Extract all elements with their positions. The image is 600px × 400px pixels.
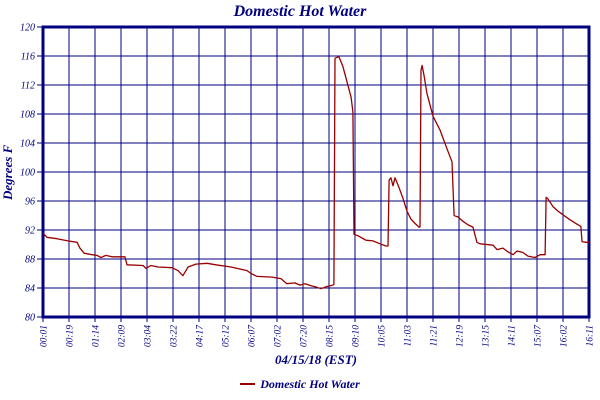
x-axis-title: 04/15/18 (EST) [275,352,357,367]
y-tick-label: 108 [20,110,35,121]
y-tick-label: 112 [21,81,35,92]
y-axis-title: Degrees F [0,144,15,200]
x-tick-label: 06:07 [248,324,258,347]
x-tick-label: 11:21 [430,325,440,346]
x-tick-label: 07:20 [300,325,310,347]
x-tick-label: 12:19 [456,325,466,347]
x-tick-label: 14:11 [508,325,518,346]
legend: Domestic Hot Water [0,377,600,392]
series-line [42,56,589,290]
plot-frame [41,25,591,319]
y-tick-label: 120 [20,23,35,34]
x-tick-label: 02:09 [118,325,128,347]
legend-line-swatch [240,382,256,385]
y-tick-label: 116 [21,52,35,63]
y-tick-label: 84 [25,284,35,295]
x-tick-label: 13:15 [482,325,492,347]
x-tick-label: 04:17 [196,324,206,347]
x-tick-label: 16:11 [586,325,596,346]
x-tick-label: 09:10 [352,325,362,347]
x-tick-label: 16:02 [560,325,570,347]
y-tick-label: 96 [25,197,35,208]
chart-title: Domestic Hot Water [233,3,367,20]
x-tick-label: 03:04 [144,325,154,347]
x-tick-label: 05:12 [222,325,232,347]
x-tick-label: 08:15 [326,325,336,347]
x-tick-label: 03:22 [170,325,180,347]
x-tick-label: 11:03 [404,325,414,347]
x-tick-label: 00:01 [40,325,50,347]
x-tick-label: 07:02 [274,325,284,347]
y-tick-label: 100 [20,168,35,179]
x-tick-label: 10:05 [378,325,388,347]
y-tick-label: 104 [20,139,35,150]
x-tick-label: 15:07 [534,324,544,347]
y-tick-label: 92 [25,226,35,237]
y-tick-label: 80 [25,313,35,324]
x-tick-label: 00:19 [66,325,76,347]
legend-series-label: Domestic Hot Water [260,377,360,391]
y-tick-label: 88 [25,255,35,266]
x-tick-label: 01:14 [92,325,102,347]
